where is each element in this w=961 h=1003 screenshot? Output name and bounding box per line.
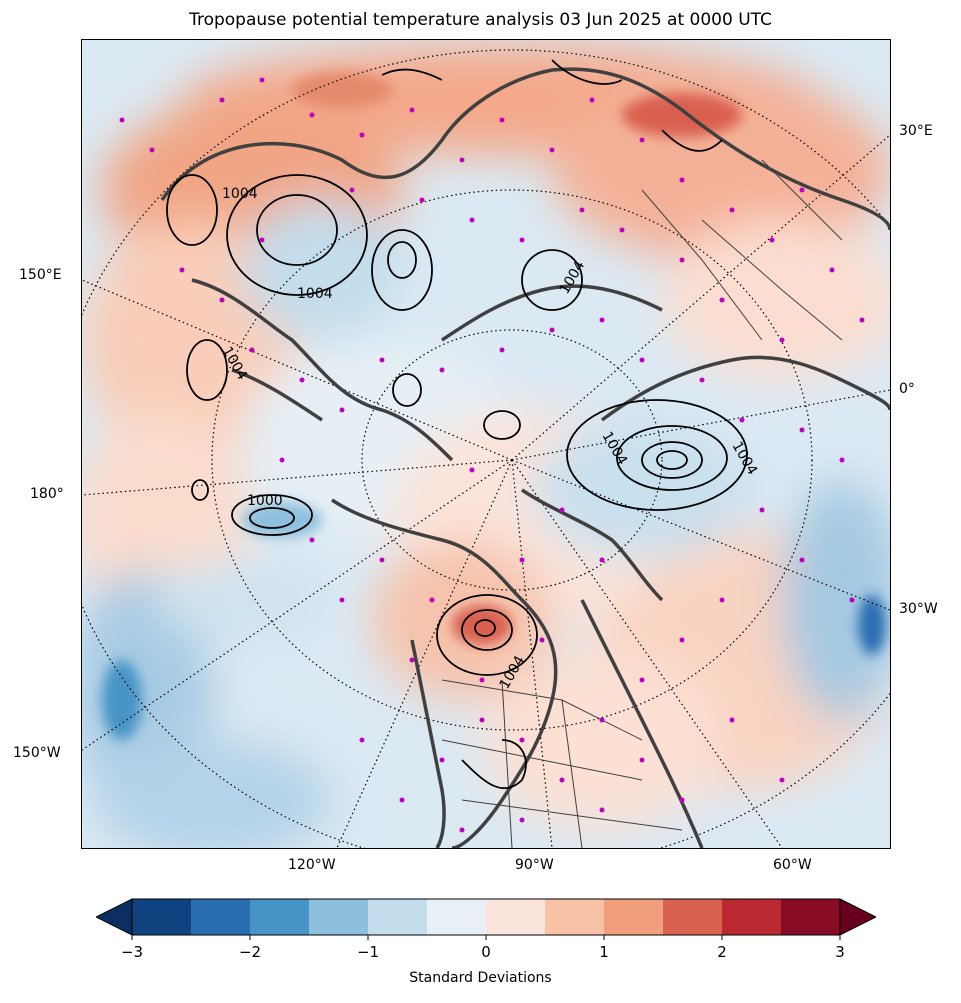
colorbar-tick-label: −2 bbox=[239, 943, 261, 961]
colorbar-tick-label: −3 bbox=[121, 943, 143, 961]
colorbar-swatch bbox=[781, 899, 841, 935]
borders bbox=[441, 159, 843, 848]
tropopause-map: 1004 1004 1004 1004 1000 1004 1004 1004 bbox=[82, 40, 890, 848]
colorbar-tick-label: 3 bbox=[835, 943, 845, 961]
longitude-label-right: 30°W bbox=[899, 601, 938, 617]
colorbar-tick-label: 2 bbox=[717, 943, 727, 961]
station-markers bbox=[119, 77, 865, 833]
colorbar-swatch bbox=[722, 899, 782, 935]
contour-label: 1000 bbox=[247, 493, 283, 509]
longitude-label-right: 0° bbox=[899, 381, 915, 397]
colorbar-tick-label: −1 bbox=[357, 943, 379, 961]
page-title: Tropopause potential temperature analysi… bbox=[189, 10, 772, 30]
colorbar-swatch bbox=[368, 899, 428, 935]
colorbar-swatch bbox=[132, 899, 192, 935]
longitude-label-right: 30°E bbox=[899, 123, 933, 139]
colorbar-swatch bbox=[250, 899, 310, 935]
map-panel[interactable]: 1004 1004 1004 1004 1000 1004 1004 1004 bbox=[81, 39, 891, 849]
colorbar-label: Standard Deviations bbox=[409, 970, 552, 986]
contour-label: 1004 bbox=[222, 186, 258, 202]
contour-label: 1004 bbox=[297, 286, 333, 302]
pressure-contours bbox=[166, 59, 748, 790]
colorbar-swatch bbox=[486, 899, 546, 935]
colorbar-graphic: −3 −2 −1 0 1 2 3 bbox=[94, 898, 878, 961]
longitude-label-left: 150°E bbox=[19, 267, 62, 283]
colorbar-swatch bbox=[604, 899, 664, 935]
longitude-label-left: 180° bbox=[30, 486, 64, 502]
colorbar-tick-label: 1 bbox=[599, 943, 609, 961]
colorbar-swatch bbox=[191, 899, 251, 935]
colorbar-swatch bbox=[545, 899, 605, 935]
longitude-label-bottom: 120°W bbox=[288, 857, 336, 873]
colorbar-swatch bbox=[427, 899, 487, 935]
colorbar-swatch bbox=[663, 899, 723, 935]
colorbar-swatch bbox=[309, 899, 369, 935]
longitude-label-left: 150°W bbox=[13, 745, 61, 761]
graticule bbox=[82, 49, 890, 848]
colorbar-over-arrow bbox=[839, 898, 878, 936]
coastlines bbox=[160, 67, 890, 848]
longitude-label-bottom: 60°W bbox=[773, 857, 812, 873]
colorbar: −3 −2 −1 0 1 2 3 bbox=[94, 897, 878, 961]
colorbar-under-arrow bbox=[94, 898, 133, 936]
colorbar-tick-label: 0 bbox=[481, 943, 491, 961]
longitude-label-bottom: 90°W bbox=[515, 857, 554, 873]
